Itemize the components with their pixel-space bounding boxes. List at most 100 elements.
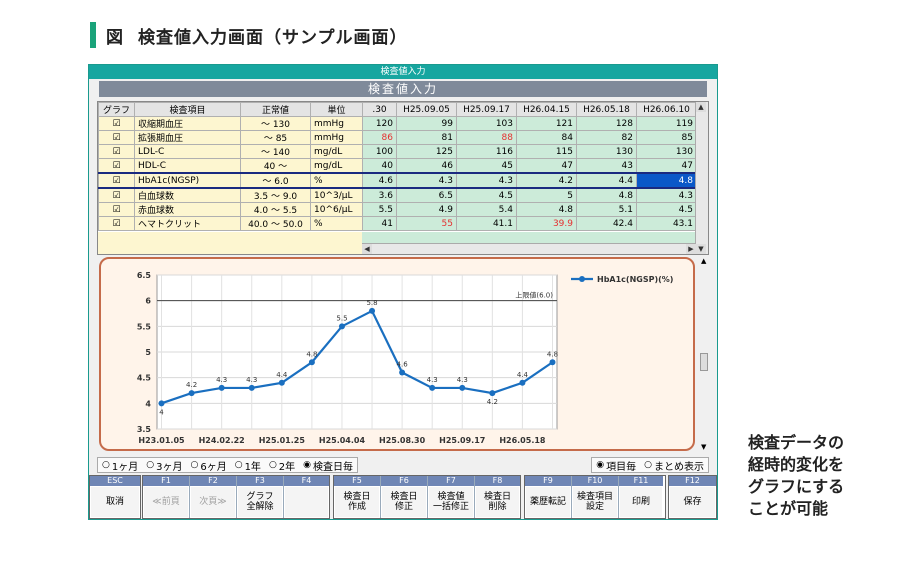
value-cell[interactable]: 39.9 [516,216,577,231]
value-cell[interactable]: 100 [362,144,397,159]
radio-option[interactable]: ○ まとめ表示 [644,458,704,473]
grid-vertical-scrollbar[interactable]: ▲ ▼ [695,102,708,254]
date-column-header[interactable]: .30 [362,102,397,117]
value-cell[interactable]: 41 [362,216,397,231]
radio-option[interactable]: ○ 1年 [235,458,261,473]
graph-checkbox[interactable]: ☑ [98,187,135,203]
value-cell[interactable]: 4.3 [396,172,457,189]
panel-scroll-up-icon[interactable]: ▲ [701,257,707,265]
date-column-header[interactable]: H26.05.18 [576,102,637,117]
radio-option[interactable]: ◉ 検査日毎 [303,458,353,473]
graph-checkbox[interactable]: ☑ [98,144,135,159]
radio-option[interactable]: ○ 1ヶ月 [102,458,138,473]
edit-test-date-button[interactable]: F6 検査日 修正 [381,476,428,518]
graph-checkbox[interactable]: ☑ [98,130,135,145]
test-item-row[interactable]: ☑ 収縮期血圧～ 130 mmHg [98,116,363,131]
scroll-up-icon[interactable]: ▲ [696,102,706,112]
value-cell[interactable]: 115 [516,144,577,159]
clear-all-graph-button[interactable]: F3 グラフ 全解除 [237,476,284,518]
date-column-header[interactable]: H25.09.17 [456,102,517,117]
graph-checkbox[interactable]: ☑ [98,158,135,174]
value-cell[interactable]: 84 [516,130,577,145]
print-button[interactable]: F11 印刷 [619,476,663,518]
value-cell[interactable]: 5 [516,187,577,203]
value-cell[interactable]: 4.3 [456,172,517,189]
value-cell[interactable]: 99 [396,116,457,131]
value-cell[interactable]: 4.8 [636,172,697,189]
test-item-row[interactable]: ☑ 赤血球数 4.0 ～ 5.5 10^6/μL [98,202,363,217]
test-item-row[interactable]: ☑ ヘマトクリット 40.0 ～ 50.0% [98,216,363,231]
graph-checkbox[interactable]: ☑ [98,116,135,131]
header-unit[interactable]: 単位 [310,102,363,117]
value-cell[interactable]: 81 [396,130,457,145]
radio-option[interactable]: ○ 6ヶ月 [190,458,226,473]
scroll-down-icon[interactable]: ▼ [696,244,706,254]
value-cell[interactable]: 46 [396,158,457,174]
value-cell[interactable]: 128 [576,116,637,131]
value-cell[interactable]: 43.1 [636,216,697,231]
panel-scroll-down-icon[interactable]: ▼ [701,443,707,451]
value-cell[interactable]: 40 [362,158,397,174]
value-cell[interactable]: 120 [362,116,397,131]
value-cell[interactable]: 4.5 [456,187,517,203]
test-item-row[interactable]: ☑ 白血球数 3.5 ～ 9.0 10^3/μL [98,187,363,203]
value-cell[interactable]: 4.8 [516,202,577,217]
value-cell[interactable]: 88 [456,130,517,145]
value-cell[interactable]: 47 [636,158,697,174]
value-cell[interactable]: 55 [396,216,457,231]
value-cell[interactable]: 42.4 [576,216,637,231]
value-cell[interactable]: 5.4 [456,202,517,217]
header-graph[interactable]: グラフ [98,102,135,117]
value-cell[interactable]: 4.2 [516,172,577,189]
value-cell[interactable]: 5.1 [576,202,637,217]
value-cell[interactable]: 119 [636,116,697,131]
graph-checkbox[interactable]: ☑ [98,202,135,217]
scroll-left-icon[interactable]: ◀ [362,244,372,254]
medication-history-button[interactable]: F9 薬歴転記 [525,476,572,518]
value-cell[interactable]: 5.5 [362,202,397,217]
value-cell[interactable]: 121 [516,116,577,131]
panel-scrollbar[interactable]: ▲ ▼ [699,257,709,451]
value-cell[interactable]: 116 [456,144,517,159]
radio-option[interactable]: ◉ 項目毎 [596,458,636,473]
test-item-settings-button[interactable]: F10 検査項目 設定 [572,476,619,518]
value-cell[interactable]: 47 [516,158,577,174]
prev-page-button[interactable]: F1 ≪前頁 [143,476,190,518]
graph-checkbox[interactable]: ☑ [98,216,135,231]
value-cell[interactable]: 82 [576,130,637,145]
value-cell[interactable]: 4.6 [362,172,397,189]
test-item-row[interactable]: ☑ 拡張期血圧～ 85 mmHg [98,130,363,145]
value-cell[interactable]: 3.6 [362,187,397,203]
delete-test-date-button[interactable]: F8 検査日 削除 [475,476,520,518]
value-cell[interactable]: 130 [576,144,637,159]
value-cell[interactable]: 41.1 [456,216,517,231]
graph-checkbox[interactable]: ☑ [98,172,135,189]
value-cell[interactable]: 125 [396,144,457,159]
cancel-button[interactable]: ESC 取消 [90,476,140,518]
scroll-right-icon[interactable]: ▶ [686,244,696,254]
value-cell[interactable]: 4.4 [576,172,637,189]
value-cell[interactable]: 6.5 [396,187,457,203]
date-column-header[interactable]: H25.09.05 [396,102,457,117]
create-test-date-button[interactable]: F5 検査日 作成 [334,476,381,518]
bulk-edit-values-button[interactable]: F7 検査値 一括修正 [428,476,475,518]
value-cell[interactable]: 4.8 [576,187,637,203]
value-cell[interactable]: 4.9 [396,202,457,217]
date-column-header[interactable]: H26.06.10 [636,102,697,117]
test-item-row[interactable]: ☑ HbA1c(NGSP) ～ 6.0% [98,172,363,189]
value-cell[interactable]: 4.3 [636,187,697,203]
value-cell[interactable]: 4.5 [636,202,697,217]
save-button[interactable]: F12 保存 [669,476,716,518]
header-normal[interactable]: 正常値 [240,102,311,117]
grid-horizontal-scrollbar[interactable]: ◀ ▶ [362,243,696,254]
radio-option[interactable]: ○ 2年 [269,458,295,473]
panel-scroll-thumb[interactable] [700,353,708,371]
value-cell[interactable]: 43 [576,158,637,174]
next-page-button[interactable]: F2 次頁≫ [190,476,237,518]
value-cell[interactable]: 85 [636,130,697,145]
value-cell[interactable]: 86 [362,130,397,145]
test-item-row[interactable]: ☑ HDL-C 40 ～ mg/dL [98,158,363,174]
test-item-row[interactable]: ☑ LDL-C ～ 140 mg/dL [98,144,363,159]
value-cell[interactable]: 45 [456,158,517,174]
f4-button[interactable]: F4 [284,476,329,518]
